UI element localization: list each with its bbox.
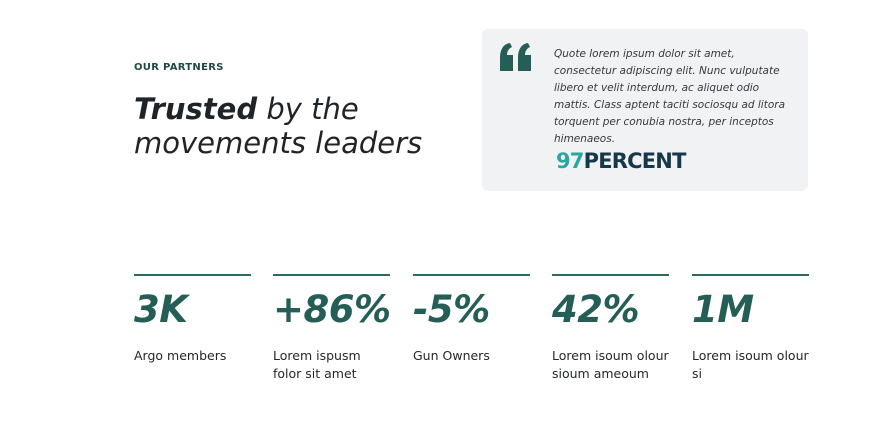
quote-icon [500, 43, 531, 71]
section-eyebrow: OUR PARTNERS [134, 62, 224, 73]
headline-rest: by the movements leaders [134, 92, 423, 160]
stat-value: +86% [273, 288, 391, 331]
headline-emphasis: Trusted [134, 92, 258, 126]
stat-value: 42% [552, 288, 640, 331]
stat-item: +86% Lorem ispusm folor sit amet [273, 274, 391, 383]
stat-item: 3K Argo members [134, 274, 251, 365]
partner-logo: 97PERCENT [556, 148, 686, 174]
stat-divider [552, 274, 669, 276]
logo-number: 97 [556, 149, 584, 173]
stat-divider [134, 274, 251, 276]
stat-label: Argo members [134, 348, 227, 363]
stat-value: 1M [692, 288, 754, 331]
stat-label: Gun Owners [413, 348, 490, 363]
stats-row: 3K Argo members +86% Lorem ispusm folor … [134, 274, 814, 414]
stat-label: Lorem isoum olour sioum ameoum [552, 348, 669, 381]
stat-label: Lorem ispusm folor sit amet [273, 348, 361, 381]
stat-value: -5% [413, 288, 490, 331]
stat-item: 42% Lorem isoum olour sioum ameoum [552, 274, 669, 383]
stat-item: -5% Gun Owners [413, 274, 530, 365]
stat-divider [692, 274, 809, 276]
testimonial-quote: Quote lorem ipsum dolor sit amet, consec… [554, 48, 786, 145]
stat-label: Lorem isoum olour si [692, 348, 809, 381]
testimonial-card: Quote lorem ipsum dolor sit amet, consec… [482, 29, 808, 191]
stat-divider [413, 274, 530, 276]
logo-word: PERCENT [583, 149, 687, 173]
stat-value: 3K [134, 288, 188, 331]
stat-divider [273, 274, 390, 276]
stat-item: 1M Lorem isoum olour si [692, 274, 809, 383]
section-headline: Trusted by the movements leaders [134, 92, 464, 160]
